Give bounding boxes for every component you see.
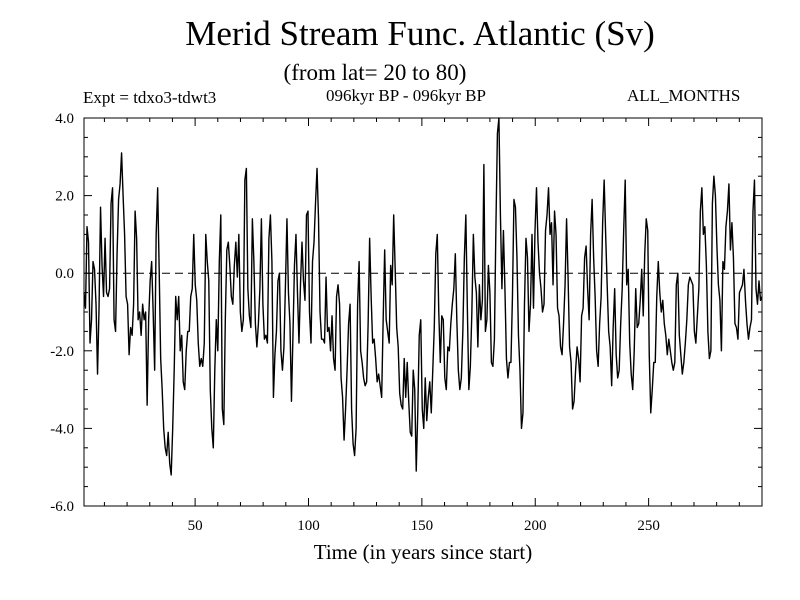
x-tick-label: 250 — [637, 518, 660, 534]
y-tick-label: 0.0 — [55, 266, 74, 282]
y-tick-label: 2.0 — [55, 189, 74, 205]
series-group — [83, 117, 763, 476]
x-tick-label: 100 — [297, 518, 320, 534]
plot-frame — [83, 117, 763, 507]
chart-title: Merid Stream Func. Atlantic (Sv) — [185, 14, 655, 53]
plot-border — [83, 117, 763, 507]
y-tick-label: 4.0 — [55, 111, 74, 127]
y-axis: 4.0 2.0 0.0 -2.0 -4.0 -6.0 — [50, 111, 762, 515]
x-axis: 50 100 150 200 250 — [103, 118, 763, 534]
y-tick-label: -4.0 — [50, 421, 74, 437]
x-tick-label: 50 — [188, 518, 203, 534]
months-label: ALL_MONTHS — [627, 86, 741, 105]
experiment-label: Expt = tdxo3-tdwt3 — [83, 88, 217, 107]
x-tick-label: 200 — [524, 518, 547, 534]
x-axis-label: Time (in years since start) — [313, 540, 533, 564]
y-tick-label: -6.0 — [50, 499, 74, 515]
series-line — [83, 117, 763, 476]
x-tick-label: 150 — [411, 518, 434, 534]
chart-subtitle: (from lat= 20 to 80) — [283, 60, 467, 85]
y-tick-label: -2.0 — [50, 344, 74, 360]
period-label: 096kyr BP - 096kyr BP — [326, 86, 486, 105]
